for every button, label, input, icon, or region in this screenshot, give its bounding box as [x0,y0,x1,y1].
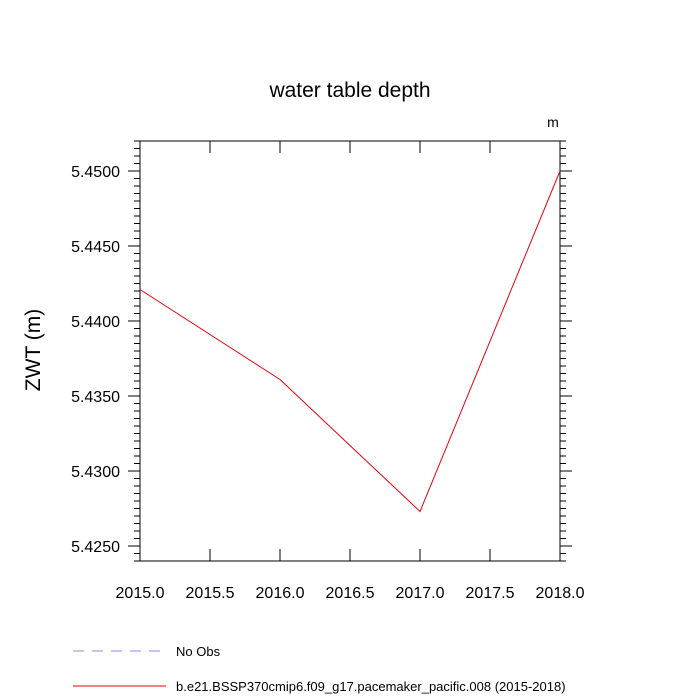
legend-label: b.e21.BSSP370cmip6.f09_g17.pacemaker_pac… [176,679,566,694]
axis-ticks: 2015.0 2015.5 2016.0 2016.5 2017.0 2017.5 2018… [71,140,585,602]
chart-title: water table depth [268,79,430,102]
legend-label: No Obs [176,644,221,659]
y-tick-label: 5.4300 [71,464,120,481]
y-tick-label: 5.4450 [71,239,120,256]
plot-frame [139,140,561,562]
y-tick-label: 5.4350 [71,389,120,406]
units-label: m [547,114,559,130]
x-tick-label: 2017.5 [466,585,515,602]
y-axis-label: ZWT (m) [22,309,45,391]
y-tick-label: 5.4400 [71,314,120,331]
x-tick-label: 2016.0 [256,585,305,602]
x-tick-label: 2016.5 [326,585,375,602]
series-line [139,170,561,513]
series-layer [139,170,561,513]
y-tick-label: 5.4500 [71,164,120,181]
x-tick-label: 2018.0 [536,585,585,602]
x-tick-label: 2017.0 [396,585,445,602]
x-tick-label: 2015.0 [116,585,165,602]
legend: No Obs b.e21.BSSP370cmip6.f09_g17.pacemak… [73,644,566,694]
x-tick-label: 2015.5 [186,585,235,602]
y-tick-label: 5.4250 [71,539,120,556]
